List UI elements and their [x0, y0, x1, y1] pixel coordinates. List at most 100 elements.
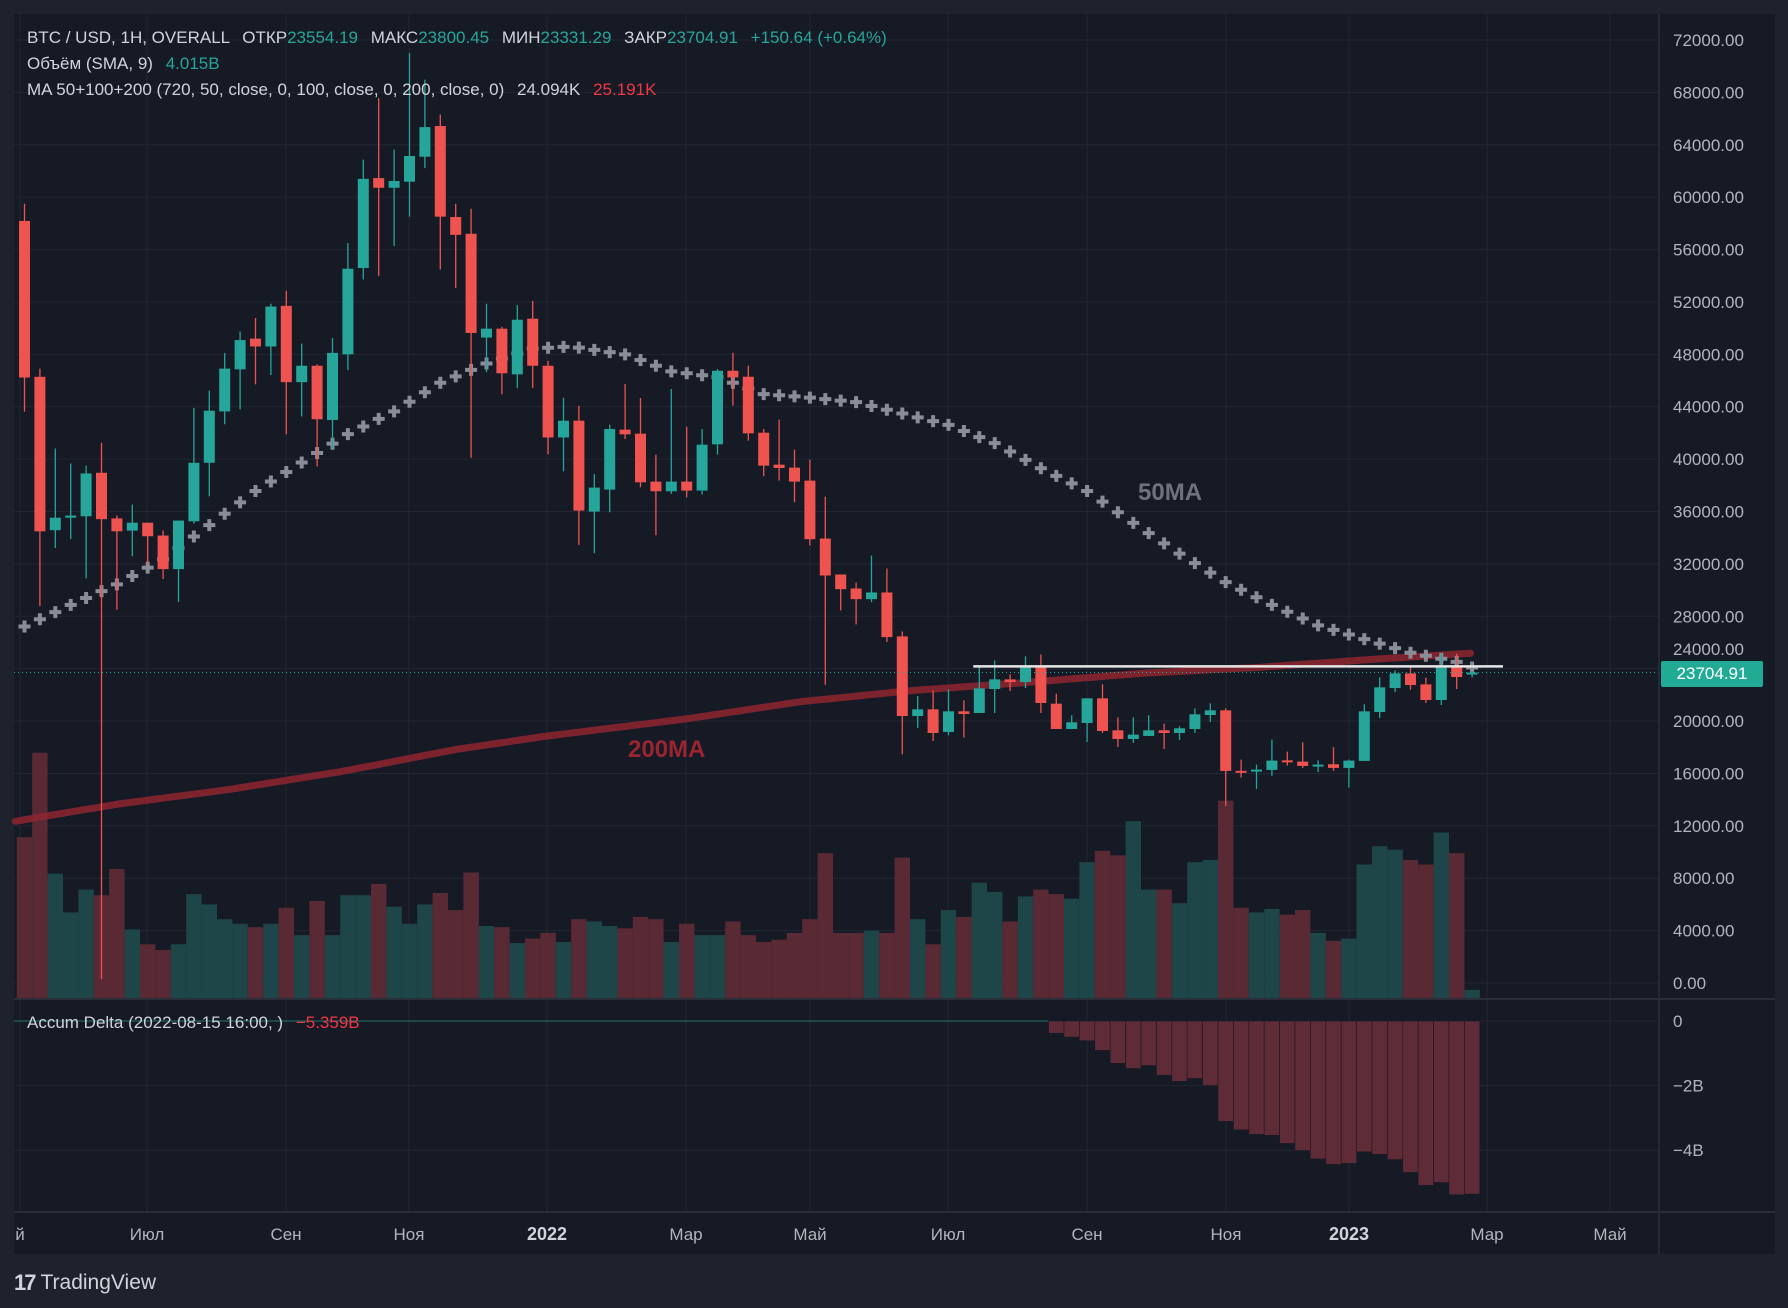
- candle[interactable]: [650, 454, 662, 536]
- candle[interactable]: [1220, 708, 1232, 806]
- candle[interactable]: [373, 98, 385, 276]
- candle[interactable]: [1066, 715, 1078, 729]
- candle[interactable]: [958, 700, 970, 738]
- candle[interactable]: [635, 398, 646, 488]
- candle[interactable]: [342, 243, 354, 371]
- candle[interactable]: [1374, 677, 1386, 718]
- candle[interactable]: [280, 290, 292, 435]
- candle[interactable]: [804, 459, 816, 546]
- candles[interactable]: [19, 53, 1478, 980]
- delta-title[interactable]: Accum Delta (2022-08-15 16:00, ): [27, 1013, 284, 1032]
- candle[interactable]: [465, 208, 477, 458]
- candle[interactable]: [1235, 759, 1247, 778]
- candle[interactable]: [142, 522, 154, 565]
- candle[interactable]: [835, 574, 847, 611]
- candle[interactable]: [1420, 677, 1432, 703]
- candle[interactable]: [157, 530, 169, 580]
- candle[interactable]: [1466, 671, 1478, 678]
- candle[interactable]: [943, 689, 954, 736]
- candle[interactable]: [1174, 726, 1185, 740]
- candle[interactable]: [65, 463, 77, 540]
- candle[interactable]: [742, 365, 754, 441]
- ma-title[interactable]: MA 50+100+200 (720, 50, close, 0, 100, c…: [27, 80, 505, 99]
- candle[interactable]: [1204, 703, 1216, 722]
- candle[interactable]: [1189, 708, 1201, 733]
- candle[interactable]: [773, 419, 785, 481]
- candle[interactable]: [1004, 674, 1016, 692]
- candle[interactable]: [234, 331, 246, 410]
- candle[interactable]: [1358, 704, 1370, 761]
- candle[interactable]: [1451, 653, 1463, 690]
- candle[interactable]: [604, 424, 616, 513]
- candle[interactable]: [1312, 760, 1324, 772]
- candle[interactable]: [327, 337, 338, 450]
- candle[interactable]: [250, 317, 261, 385]
- candle[interactable]: [481, 303, 492, 373]
- candle[interactable]: [1281, 751, 1293, 766]
- candle[interactable]: [450, 203, 462, 288]
- candle[interactable]: [527, 300, 539, 388]
- candle[interactable]: [1435, 653, 1447, 706]
- candle[interactable]: [357, 159, 369, 280]
- candle[interactable]: [434, 114, 446, 270]
- candle[interactable]: [96, 442, 107, 980]
- candle[interactable]: [989, 660, 1001, 713]
- candle[interactable]: [496, 326, 508, 395]
- candle[interactable]: [927, 690, 939, 741]
- candle[interactable]: [1143, 715, 1155, 736]
- candle[interactable]: [1127, 717, 1139, 743]
- candle[interactable]: [173, 520, 184, 602]
- candle[interactable]: [219, 352, 231, 425]
- candle[interactable]: [49, 448, 61, 549]
- candle[interactable]: [588, 473, 600, 554]
- candle[interactable]: [1050, 693, 1062, 729]
- candle[interactable]: [126, 504, 138, 557]
- candle[interactable]: [404, 53, 415, 217]
- candle[interactable]: [1343, 759, 1355, 788]
- candle[interactable]: [311, 364, 323, 467]
- candle[interactable]: [789, 449, 800, 503]
- candle[interactable]: [80, 465, 92, 579]
- candle[interactable]: [866, 555, 877, 603]
- candle[interactable]: [542, 360, 554, 455]
- candle[interactable]: [881, 568, 893, 643]
- candle[interactable]: [558, 397, 569, 472]
- candle[interactable]: [388, 149, 400, 246]
- candle[interactable]: [819, 496, 831, 685]
- candle[interactable]: [619, 384, 631, 439]
- tradingview-logo[interactable]: 17 TradingView: [14, 1270, 156, 1296]
- candle[interactable]: [1158, 723, 1170, 749]
- candle[interactable]: [1081, 698, 1093, 742]
- candle[interactable]: [1020, 656, 1031, 689]
- candle[interactable]: [727, 352, 739, 406]
- candle[interactable]: [203, 390, 215, 497]
- candle[interactable]: [1389, 670, 1401, 693]
- candle[interactable]: [896, 631, 908, 755]
- candle[interactable]: [758, 429, 770, 477]
- candle[interactable]: [419, 79, 431, 169]
- candle[interactable]: [712, 369, 723, 455]
- candle[interactable]: [973, 666, 985, 713]
- candle[interactable]: [265, 303, 277, 376]
- candle[interactable]: [1035, 654, 1047, 713]
- candle[interactable]: [1112, 717, 1124, 747]
- candle[interactable]: [511, 305, 523, 388]
- volume-title[interactable]: Объём (SMA, 9): [27, 54, 153, 73]
- candle[interactable]: [111, 515, 123, 610]
- candle[interactable]: [912, 696, 924, 728]
- candle[interactable]: [1297, 742, 1309, 768]
- candle[interactable]: [1251, 764, 1262, 789]
- candle[interactable]: [34, 368, 46, 607]
- candle[interactable]: [573, 405, 585, 545]
- candle[interactable]: [296, 343, 308, 417]
- candle[interactable]: [696, 429, 708, 495]
- candle[interactable]: [850, 582, 862, 625]
- candle[interactable]: [681, 426, 693, 498]
- candle[interactable]: [1405, 666, 1416, 690]
- candle[interactable]: [665, 389, 677, 494]
- candle[interactable]: [188, 407, 200, 524]
- candle[interactable]: [19, 203, 30, 412]
- candle[interactable]: [1097, 684, 1108, 733]
- candle[interactable]: [1266, 739, 1278, 776]
